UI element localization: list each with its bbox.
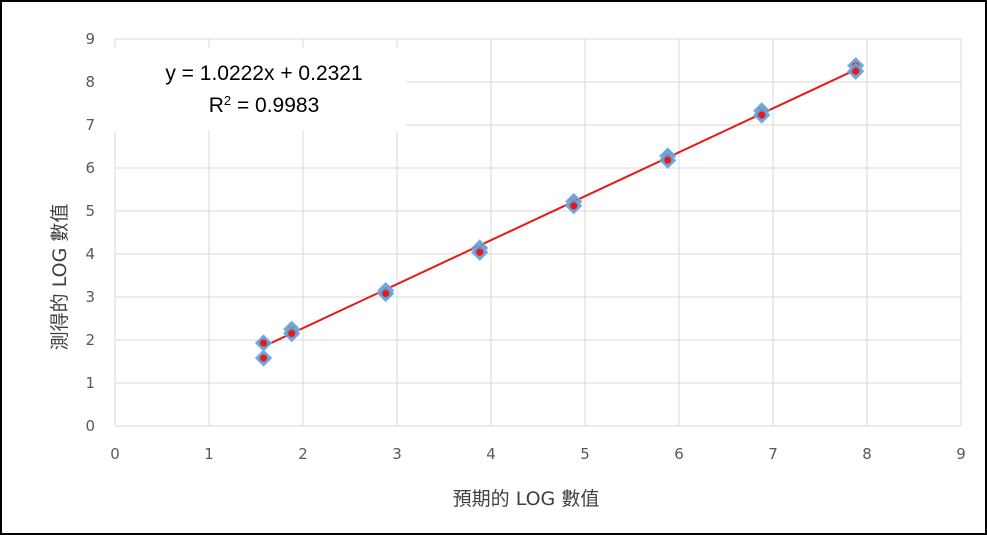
x-tick-label: 3 xyxy=(392,445,402,463)
y-tick-label: 7 xyxy=(85,116,95,134)
x-tick-label: 7 xyxy=(768,445,778,463)
y-tick-label: 6 xyxy=(85,159,95,177)
data-point-center xyxy=(260,354,268,362)
x-tick-label: 6 xyxy=(674,445,684,463)
data-point-center xyxy=(664,156,672,164)
r2-exponent: 2 xyxy=(224,93,231,108)
data-point-center xyxy=(260,339,268,347)
y-tick-label: 8 xyxy=(85,73,95,91)
r2-value: = 0.9983 xyxy=(231,94,319,117)
x-tick-label: 9 xyxy=(956,445,966,463)
y-tick-label: 5 xyxy=(85,202,95,220)
y-tick-label: 2 xyxy=(85,331,95,349)
data-point-center xyxy=(288,330,296,338)
r2-prefix: R xyxy=(209,94,224,117)
x-tick-label: 8 xyxy=(862,445,872,463)
y-tick-label: 4 xyxy=(85,245,95,263)
x-axis-title: 預期的 LOG 數值 xyxy=(453,488,600,510)
y-tick-label: 3 xyxy=(85,288,95,306)
y-tick-labels: 0 1 2 3 4 5 6 7 8 9 xyxy=(85,30,95,435)
x-tick-label: 4 xyxy=(486,445,496,463)
x-tick-label: 5 xyxy=(580,445,590,463)
data-point-center xyxy=(852,67,860,75)
r-squared-label: R2 = 0.9983 xyxy=(209,93,320,118)
trendline-equation: y = 1.0222x + 0.2321 xyxy=(165,62,362,85)
x-tick-label: 0 xyxy=(110,445,120,463)
data-point-center xyxy=(382,290,390,298)
y-tick-label: 9 xyxy=(85,30,95,48)
y-tick-label: 1 xyxy=(85,374,95,392)
data-point-center xyxy=(758,111,766,119)
x-tick-label: 2 xyxy=(298,445,308,463)
data-points xyxy=(254,56,865,367)
y-axis-title: 測得的 LOG 數值 xyxy=(49,204,71,351)
grid-lines xyxy=(114,38,962,427)
data-point-center xyxy=(476,248,484,256)
data-point-center xyxy=(570,202,578,210)
x-tick-labels: 0 1 2 3 4 5 6 7 8 9 xyxy=(110,445,966,463)
equation-box xyxy=(114,47,406,131)
y-tick-label: 0 xyxy=(85,417,95,435)
x-tick-label: 1 xyxy=(204,445,214,463)
